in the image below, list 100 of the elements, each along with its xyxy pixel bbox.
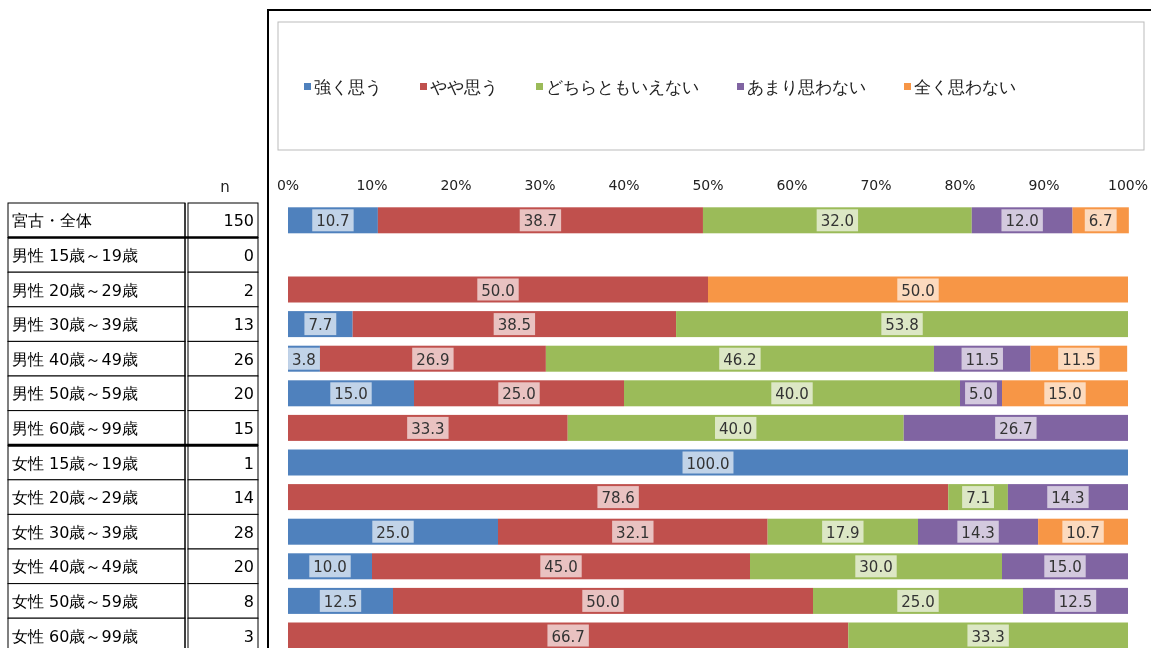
text: 20 (233, 557, 254, 577)
x-tick-label: 80% (944, 177, 976, 193)
value-label: 25.0 (498, 382, 540, 405)
bar (498, 518, 768, 545)
bar (1007, 484, 1128, 511)
x-tick-label: 20% (440, 177, 472, 193)
value-label: 7.1 (962, 486, 994, 509)
bar (288, 414, 568, 441)
bar (960, 380, 1002, 407)
x-tick-label: 70% (860, 177, 892, 193)
x-tick-label: 10% (356, 177, 388, 193)
text: 3 (243, 626, 254, 646)
bar (971, 207, 1073, 234)
bar (948, 484, 1008, 511)
value-label: 40.0 (715, 416, 757, 439)
value-label: 78.6 (597, 486, 639, 509)
x-tick-label: 30% (524, 177, 556, 193)
y-tick-label: 宮古・全体 (12, 211, 92, 231)
value-label: 26.9 (412, 347, 454, 370)
value-label: 3.8 (288, 347, 320, 370)
bar (393, 587, 813, 614)
value-label: 66.7 (547, 624, 589, 647)
value-label: 30.0 (855, 555, 897, 578)
value-label: 25.0 (897, 589, 939, 612)
bar (288, 622, 849, 648)
legend-label: やや思う (430, 77, 498, 97)
bar (352, 311, 677, 338)
value-label: 33.3 (407, 416, 449, 439)
text: 28 (233, 522, 254, 542)
bar (1023, 587, 1128, 614)
value-label: 32.0 (816, 209, 859, 232)
text: 26 (233, 349, 254, 369)
value-label: 40.0 (771, 382, 813, 405)
value-label: 15.0 (330, 382, 372, 405)
value-label: 12.5 (1054, 589, 1097, 612)
value-label: 17.9 (822, 520, 864, 543)
bar (288, 484, 949, 511)
bar (750, 553, 1002, 580)
text: 150 (223, 211, 254, 231)
text: 20 (233, 384, 254, 404)
bar (372, 553, 750, 580)
y-tick-label: 女性 50歳～59歳 (12, 591, 138, 611)
y-tick-label: 女性 20歳～29歳 (12, 488, 138, 508)
bar (1002, 553, 1128, 580)
x-tick-label: 40% (608, 177, 640, 193)
value-label: 25.0 (372, 520, 414, 543)
value-label: 15.0 (1044, 555, 1086, 578)
text: 2 (243, 280, 254, 300)
text: 0 (243, 245, 254, 265)
bar (933, 345, 1031, 372)
bar (848, 622, 1128, 648)
bar (676, 311, 1128, 338)
value-label: 12.5 (319, 589, 362, 612)
bar (288, 207, 378, 234)
value-label: 46.2 (719, 347, 761, 370)
bar (288, 380, 414, 407)
bar (1030, 345, 1128, 372)
x-tick-label: 60% (776, 177, 808, 193)
bar (288, 449, 1128, 476)
bar (624, 380, 960, 407)
bar (288, 518, 498, 545)
bar (288, 276, 708, 303)
bar (414, 380, 624, 407)
value-label: 11.5 (961, 347, 1003, 370)
text: 1 (243, 453, 254, 473)
text: 8 (243, 591, 254, 611)
bar (918, 518, 1039, 545)
bar (708, 276, 1128, 303)
value-label: 100.0 (682, 451, 734, 474)
value-label: 5.0 (965, 382, 997, 405)
legend-label: あまり思わない (747, 77, 866, 97)
y-tick-label: 女性 15歳～19歳 (12, 453, 138, 473)
text: n (220, 178, 230, 196)
text: 14 (233, 488, 254, 508)
value-label: 38.7 (519, 209, 562, 232)
x-tick-label: 100% (1107, 177, 1149, 193)
value-label: 26.7 (995, 416, 1037, 439)
x-tick-label: 0% (276, 177, 300, 193)
value-label: 6.7 (1084, 209, 1117, 232)
y-tick-label: 女性 40歳～49歳 (12, 557, 138, 577)
bar (288, 311, 353, 338)
text: 13 (233, 315, 254, 335)
bar (1002, 380, 1128, 407)
bar (319, 345, 546, 372)
text: 15 (233, 418, 254, 438)
bar (377, 207, 703, 234)
bar (767, 518, 918, 545)
value-label: 14.3 (1047, 486, 1089, 509)
value-label: 10.0 (309, 555, 351, 578)
bar (903, 414, 1128, 441)
legend-label: 全く思わない (914, 77, 1016, 97)
value-label: 38.5 (493, 313, 536, 336)
y-tick-label: 男性 60歳～99歳 (12, 418, 138, 438)
y-tick-label: 男性 20歳～29歳 (12, 280, 138, 300)
value-label: 50.0 (897, 278, 939, 301)
y-tick-label: 男性 30歳～39歳 (12, 315, 138, 335)
bar (288, 587, 393, 614)
bar (1038, 518, 1128, 545)
value-label: 7.7 (304, 313, 337, 336)
bar (813, 587, 1023, 614)
